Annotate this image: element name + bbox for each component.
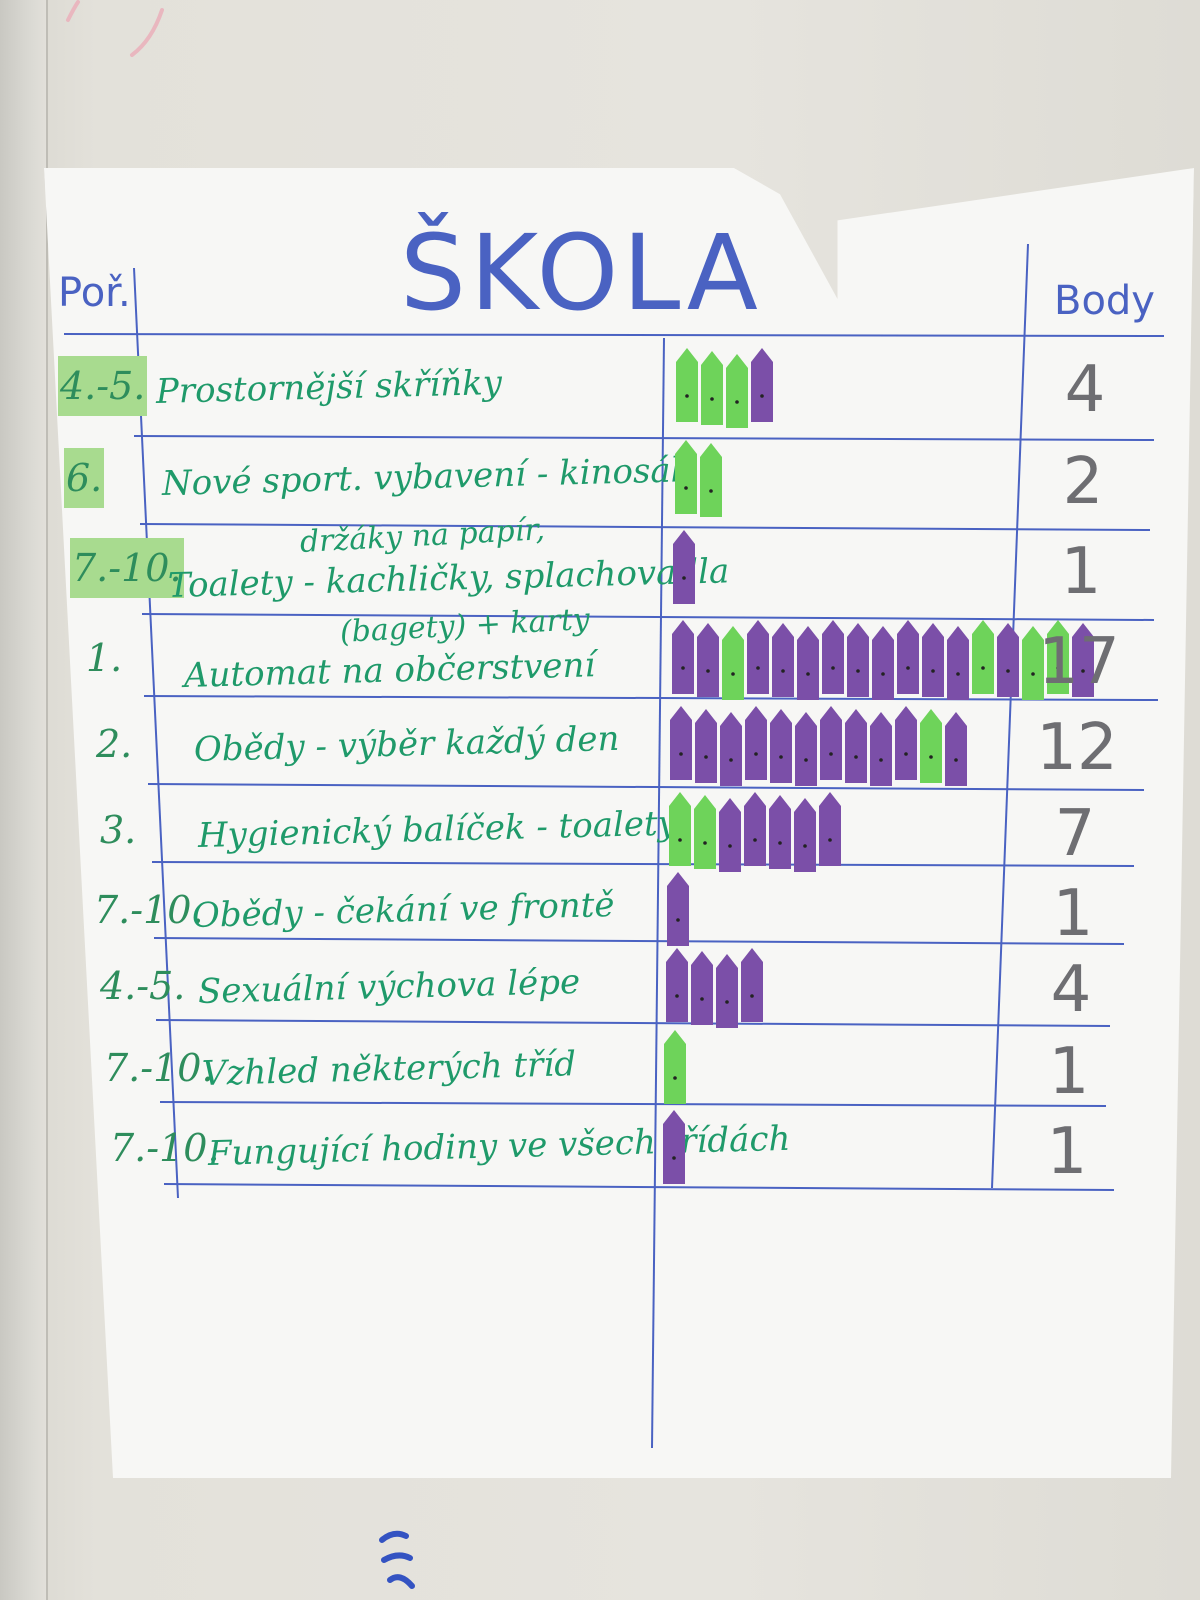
ruled-grid: [63, 243, 1165, 1449]
purple-sticker: [846, 623, 869, 697]
purple-sticker: [820, 706, 842, 780]
green-sticker: [664, 1030, 686, 1104]
purple-sticker: [793, 798, 816, 872]
green-sticker: [676, 348, 698, 422]
column-header-order: Poř.: [58, 270, 131, 316]
purple-sticker: [665, 948, 688, 1022]
green-sticker: [693, 795, 716, 869]
purple-sticker: [740, 948, 763, 1022]
purple-sticker: [1071, 623, 1094, 697]
purple-sticker: [795, 712, 817, 786]
row-points: 1: [1052, 877, 1094, 951]
green-sticker: [674, 440, 697, 514]
row-points: 7: [1054, 797, 1096, 871]
purple-sticker: [718, 798, 741, 872]
purple-sticker: [745, 706, 767, 780]
row-points: 4: [1064, 353, 1106, 427]
row-order: 4.-5.: [58, 356, 148, 416]
purple-sticker: [921, 623, 944, 697]
row-order: 3.: [100, 808, 137, 852]
purple-sticker: [695, 709, 717, 783]
purple-sticker: [945, 712, 967, 786]
purple-sticker: [870, 712, 892, 786]
purple-sticker: [720, 712, 742, 786]
green-sticker: [721, 626, 744, 700]
purple-sticker: [662, 1110, 685, 1184]
row-points: 1: [1048, 1035, 1090, 1109]
wall-edge: [0, 0, 48, 1600]
marker-scribble-top: [66, 0, 164, 57]
purple-sticker: [671, 620, 694, 694]
purple-sticker: [670, 706, 692, 780]
purple-sticker: [845, 709, 867, 783]
green-sticker: [971, 620, 994, 694]
purple-sticker: [896, 620, 919, 694]
purple-sticker: [667, 872, 689, 946]
row-order: 1.: [86, 636, 123, 680]
purple-sticker: [946, 626, 969, 700]
row-points: 1: [1060, 535, 1102, 609]
purple-sticker: [768, 795, 791, 869]
row-points: 2: [1062, 445, 1104, 519]
purple-sticker: [871, 626, 894, 700]
row-order: 7.-10.: [104, 1046, 214, 1090]
row-order: 2.: [96, 722, 133, 766]
purple-sticker: [715, 954, 738, 1028]
purple-sticker: [996, 623, 1019, 697]
column-header-points: Body: [1054, 278, 1155, 324]
purple-sticker: [895, 706, 917, 780]
row-order: 7.-10.: [70, 538, 184, 598]
row-order: 4.-5.: [100, 964, 186, 1008]
purple-sticker: [696, 623, 719, 697]
row-points: 12: [1036, 711, 1118, 785]
marker-scribble-bottom: [379, 1530, 415, 1589]
purple-sticker: [771, 623, 794, 697]
poster-title: ŠKOLA: [400, 212, 762, 334]
purple-sticker: [818, 792, 841, 866]
row-order: 7.-10.: [110, 1126, 220, 1170]
row-points: 4: [1050, 953, 1092, 1027]
purple-sticker: [796, 626, 819, 700]
purple-sticker: [770, 709, 792, 783]
row-order: 6.: [64, 448, 105, 508]
purple-sticker: [690, 951, 713, 1025]
purple-sticker: [673, 530, 695, 604]
green-sticker: [668, 792, 691, 866]
green-sticker: [701, 351, 723, 425]
green-sticker: [699, 443, 722, 517]
green-sticker: [1046, 620, 1069, 694]
purple-sticker: [743, 792, 766, 866]
purple-sticker: [751, 348, 773, 422]
purple-sticker: [746, 620, 769, 694]
row-points: 17: [1038, 625, 1120, 699]
flipchart-sheet: [44, 168, 1194, 1478]
green-sticker: [920, 709, 942, 783]
green-sticker: [1021, 626, 1044, 700]
green-sticker: [726, 354, 748, 428]
row-points: 1: [1046, 1115, 1088, 1189]
purple-sticker: [821, 620, 844, 694]
row-order: 7.-10.: [94, 888, 204, 932]
